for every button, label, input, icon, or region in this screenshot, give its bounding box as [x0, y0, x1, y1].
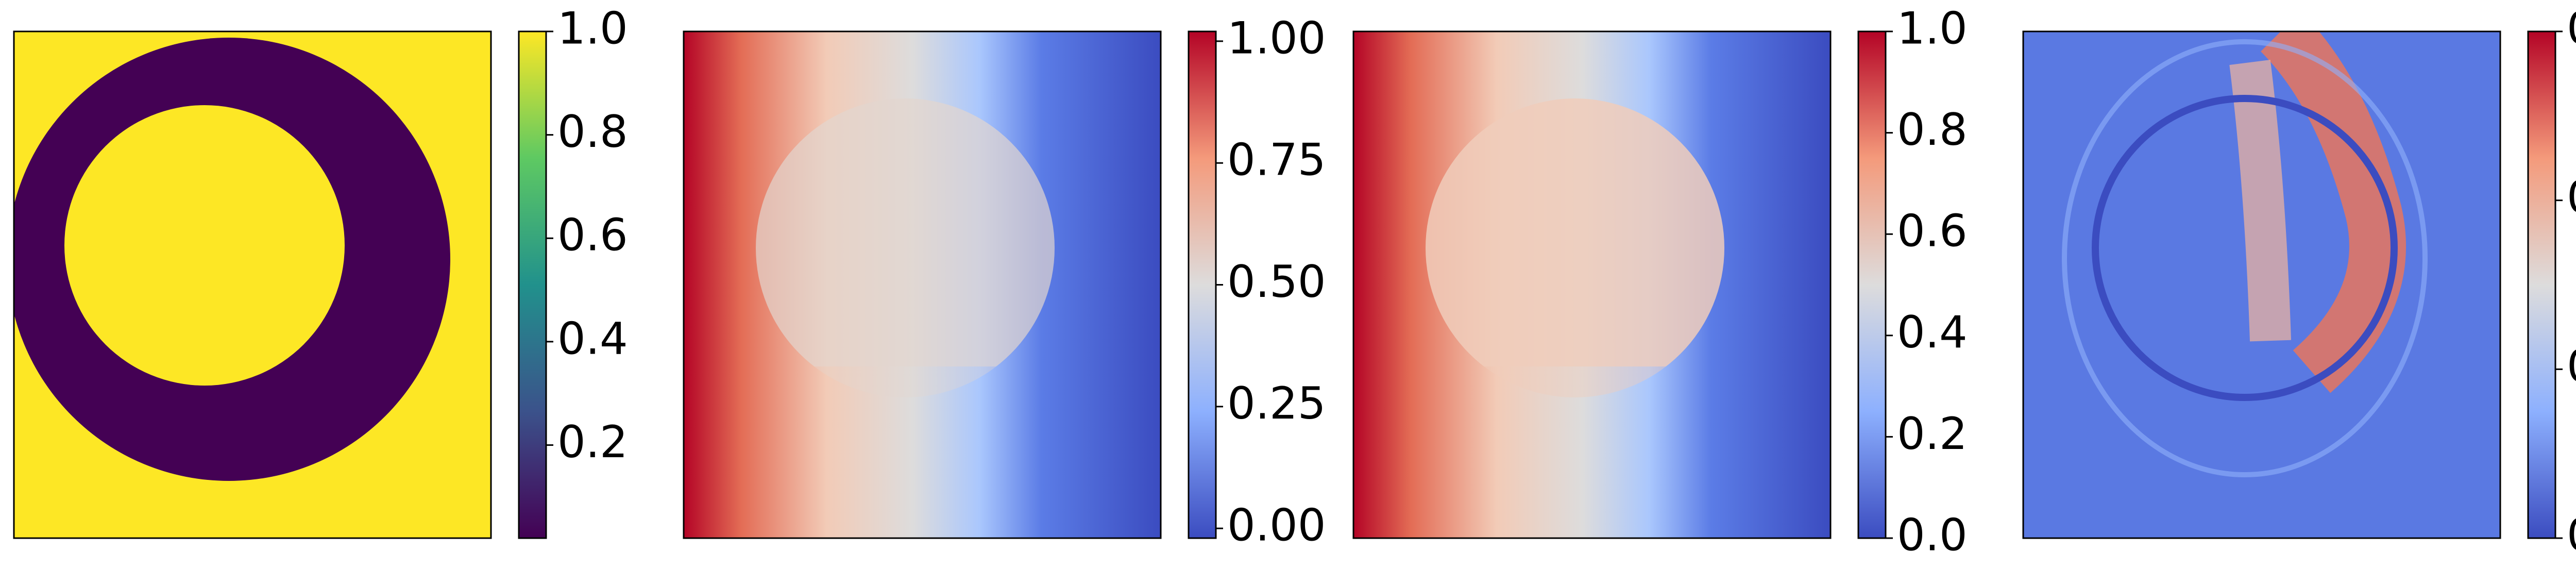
- colorbar: [518, 30, 547, 539]
- colorbar: [1857, 30, 1887, 539]
- colorbar-tick-label: 0.50: [1227, 256, 1326, 308]
- colorbar-tick-label: 0.00: [1227, 500, 1326, 552]
- colorbar-tick-label: 0.75: [1227, 135, 1326, 186]
- colorbar-tick-label: 1.0: [1897, 3, 1968, 54]
- colorbar-tick-label: 0.8: [1897, 104, 1968, 156]
- colorbar-tick-label: 0.4: [1897, 307, 1968, 358]
- colorbar-tick-label: 0.00: [2567, 509, 2576, 561]
- image-panel: [1353, 31, 1831, 538]
- colorbar-tick-label: 0.05: [2567, 341, 2576, 392]
- colorbar-tick-label: 1.0: [557, 3, 628, 54]
- frames: [13, 30, 2501, 539]
- image-panel: [2023, 31, 2500, 538]
- image-panel: [14, 31, 491, 538]
- colorbar-tick-label: 0.4: [557, 313, 628, 364]
- colorbar: [1188, 30, 1217, 539]
- colorbar-tick-label: 0.0: [1897, 509, 1968, 561]
- colorbar-tick-label: 0.2: [1897, 408, 1968, 460]
- colorbar-tick-label: 0.2: [557, 416, 628, 468]
- colorbar-tick-label: 1.00: [1227, 12, 1326, 64]
- colorbar-tick-label: 0.25: [1227, 378, 1326, 429]
- colorbar-tick-label: 0.15: [2567, 3, 2576, 54]
- colorbar-tick-label: 0.8: [557, 106, 628, 158]
- image-panel: [684, 31, 1161, 538]
- colorbar-tick-label: 0.10: [2567, 172, 2576, 223]
- colorbar-tick-label: 0.6: [1897, 206, 1968, 257]
- colorbar: [2527, 30, 2556, 539]
- colorbar-tick-label: 0.6: [557, 210, 628, 261]
